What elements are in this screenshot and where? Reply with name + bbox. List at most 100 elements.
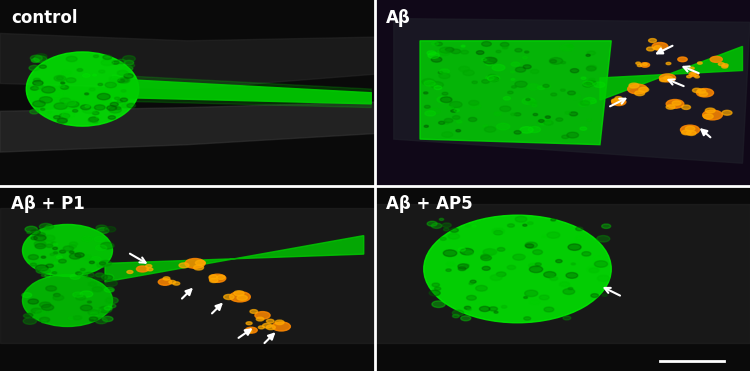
Circle shape [45,267,55,272]
Circle shape [259,326,265,329]
Circle shape [440,97,452,102]
Circle shape [488,75,500,81]
Circle shape [424,125,428,127]
Circle shape [424,105,430,108]
Circle shape [424,92,428,94]
Circle shape [589,78,595,81]
Circle shape [53,243,58,245]
Circle shape [511,113,516,115]
Circle shape [61,82,64,84]
Polygon shape [420,41,611,145]
Circle shape [40,65,46,68]
Circle shape [699,92,708,96]
Circle shape [36,54,47,59]
Circle shape [74,316,82,320]
Circle shape [532,250,542,255]
Circle shape [591,294,598,298]
Circle shape [508,224,515,227]
Circle shape [530,102,535,105]
Circle shape [722,65,728,68]
Circle shape [75,253,84,257]
Circle shape [262,324,272,328]
Circle shape [95,245,106,251]
Circle shape [185,259,205,268]
Circle shape [466,224,470,227]
Circle shape [543,84,549,88]
Circle shape [104,288,114,292]
Circle shape [26,313,33,317]
Circle shape [100,242,114,249]
Circle shape [123,66,133,71]
Circle shape [476,51,484,55]
Polygon shape [112,79,371,104]
Circle shape [545,116,550,118]
Circle shape [722,64,728,67]
Circle shape [549,58,562,64]
Circle shape [611,99,619,102]
Circle shape [682,105,691,109]
Circle shape [544,121,553,125]
Circle shape [602,294,608,296]
Circle shape [118,78,130,83]
Circle shape [560,282,570,287]
Circle shape [46,286,56,291]
Ellipse shape [22,224,112,276]
Circle shape [69,245,76,248]
Circle shape [105,82,116,88]
Circle shape [196,260,206,265]
Circle shape [34,78,40,82]
Circle shape [44,235,55,241]
Circle shape [108,304,116,308]
Circle shape [446,269,452,272]
Circle shape [544,85,550,88]
Circle shape [563,316,571,320]
Circle shape [672,101,681,105]
Circle shape [40,269,50,273]
Circle shape [52,272,57,274]
Circle shape [431,57,442,62]
Circle shape [434,287,441,290]
Circle shape [96,225,107,231]
Circle shape [538,119,550,125]
Circle shape [431,223,442,229]
Circle shape [722,110,732,115]
Circle shape [41,321,46,323]
Circle shape [93,121,98,123]
Circle shape [595,261,608,267]
Circle shape [569,94,580,99]
Circle shape [237,295,248,301]
Circle shape [458,248,466,251]
Circle shape [439,121,445,124]
Circle shape [88,118,97,122]
Circle shape [524,65,531,69]
Circle shape [568,288,573,290]
Circle shape [528,222,533,224]
Circle shape [46,244,53,247]
Circle shape [147,268,153,271]
Circle shape [567,132,578,138]
Circle shape [275,320,284,325]
Polygon shape [0,33,375,89]
Polygon shape [394,19,750,163]
Circle shape [104,306,112,310]
Circle shape [127,104,136,108]
Circle shape [526,84,539,90]
Circle shape [84,272,94,278]
Circle shape [53,252,58,254]
Circle shape [103,55,112,59]
Circle shape [472,81,477,83]
Circle shape [432,283,439,287]
Circle shape [629,83,639,88]
Circle shape [664,76,673,81]
Circle shape [666,99,684,108]
Circle shape [523,224,527,226]
Circle shape [515,49,522,52]
Circle shape [444,118,453,123]
Circle shape [97,263,106,267]
Circle shape [63,246,74,251]
Circle shape [42,86,55,93]
Circle shape [158,279,172,285]
Ellipse shape [424,215,611,323]
Circle shape [547,232,560,238]
Circle shape [698,62,702,64]
